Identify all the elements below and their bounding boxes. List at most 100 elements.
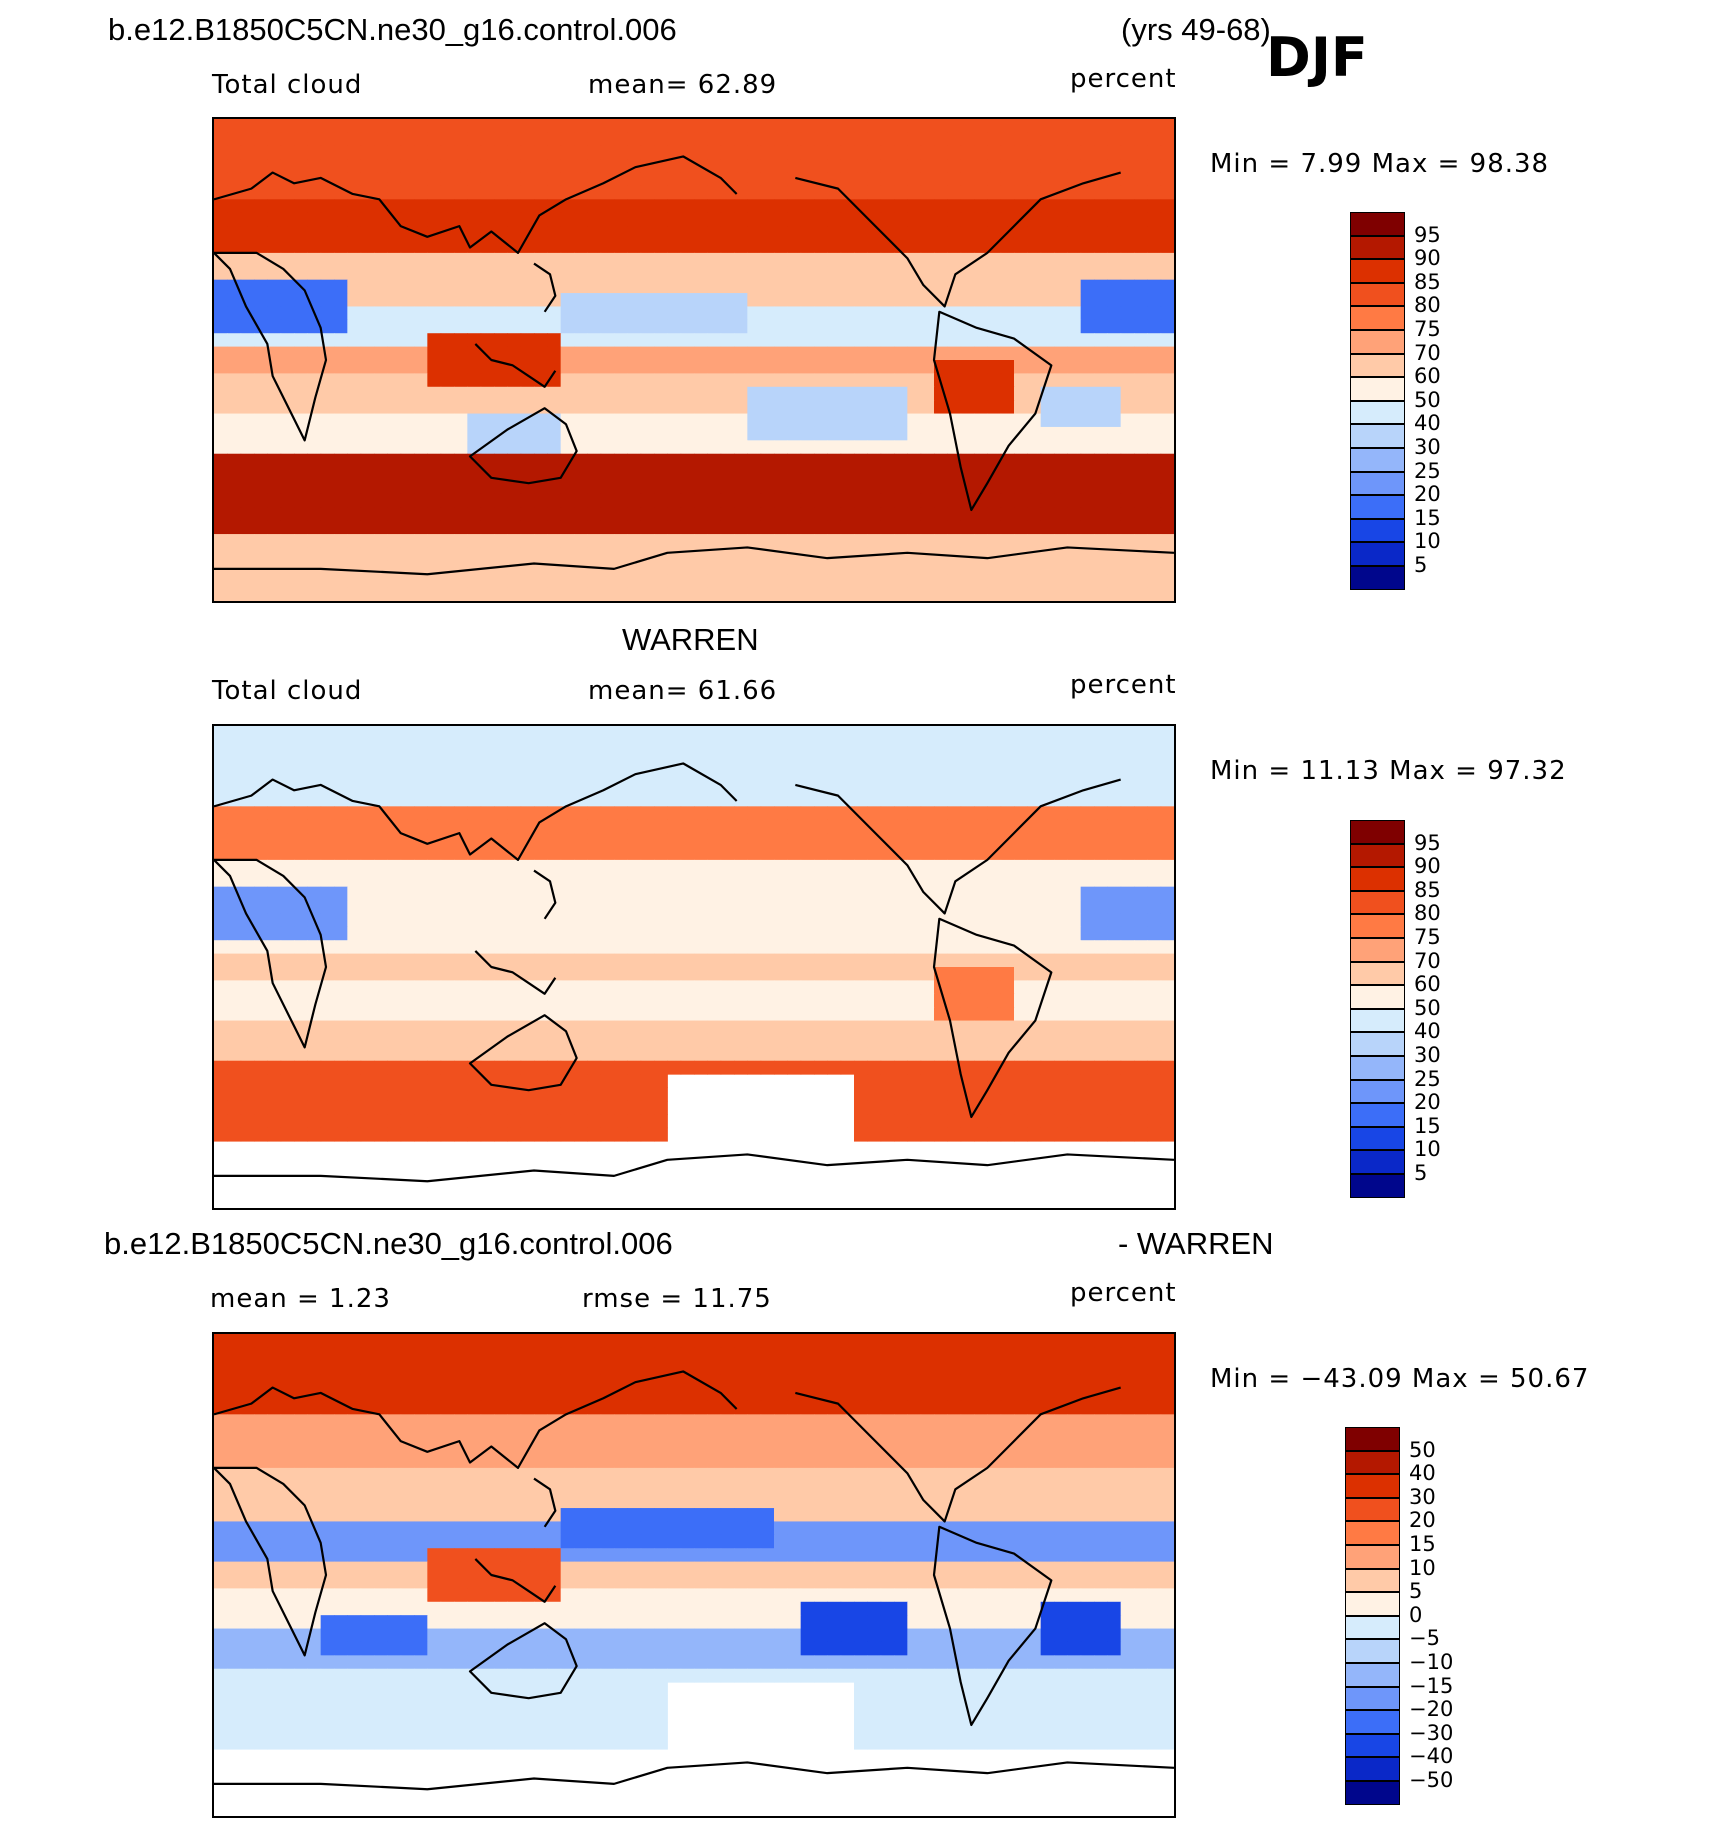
map0-cell [987,534,1002,548]
map1-cell [734,940,748,955]
map1-cell [707,1020,722,1035]
map0-cell [707,453,722,468]
map1-cell [467,913,482,928]
map1-cell [387,980,402,995]
map2-cell [1027,1334,1042,1348]
map0-cell [1054,119,1068,133]
map0-cell [214,547,228,562]
map0-cell [507,266,522,281]
map0-cell [627,333,642,348]
map0-cell [600,480,615,495]
map0-cell [507,252,522,267]
map0-cell [680,373,695,388]
map0-cell [627,440,642,455]
map0-cell [867,453,882,468]
map1-cell [560,1047,575,1062]
map1-cell [1160,806,1174,821]
map0-cell [1014,493,1028,508]
map1-cell [827,886,842,901]
map0-cell [1014,199,1028,214]
map0-cell [614,239,628,254]
map0-cell [294,453,308,468]
map0-cell [774,413,788,428]
map1-cell [454,873,468,888]
map0-cell [640,587,655,601]
map0-cell [360,279,375,294]
map1-cell [734,993,748,1008]
map1-cell [760,913,775,928]
map0-cell [774,239,788,254]
map0-cell [654,199,668,214]
map0-cell [360,453,375,468]
map0-cell [587,453,602,468]
map0-cell [347,239,362,254]
map1-cell [347,859,362,874]
map0-cell [454,400,468,415]
map0-cell [1134,212,1148,227]
map0-cell [1054,239,1068,254]
map0-cell [280,360,295,374]
map2-cell [334,1334,348,1348]
map0-cell [267,266,282,281]
map1-cell [614,766,628,781]
map1-cell [907,1060,922,1075]
map0-cell [600,132,615,147]
map0-cell [454,306,468,321]
map0-cell [934,199,948,214]
map0-cell [654,360,668,374]
map1-cell [280,967,295,981]
map1-cell [1040,900,1055,914]
map0-cell [387,360,402,374]
map0-cell [574,534,588,548]
map0-cell [720,119,735,133]
map0-cell [787,360,802,374]
map1-cell [307,967,322,981]
map2-cell [1134,1334,1148,1348]
map1-cell [1027,1087,1042,1102]
map1-cell [787,926,802,941]
map1-cell [347,993,362,1008]
map0-cell [574,507,588,522]
map0-cell [1014,560,1028,575]
map1-cell [574,886,588,901]
map1-cell [320,752,335,767]
map1-cell [414,993,428,1008]
map1-cell [307,1033,322,1048]
map0-cell [400,507,415,522]
map1-cell [680,993,695,1008]
map0-cell [614,413,628,428]
map2-cell [307,1334,322,1348]
map0-cell [1134,185,1148,200]
map0-cell [267,547,282,562]
map0-cell [454,534,468,548]
map0-cell [960,547,975,562]
map1-cell [680,900,695,914]
map0-cell [760,199,775,214]
map0-cell [520,145,535,160]
map1-cell [1067,886,1082,901]
map0-cell [560,587,575,601]
map1-cell [227,1033,242,1048]
map0-cell [787,199,802,214]
map0-cell [734,226,748,241]
map1-cell [1027,1060,1042,1075]
map0-cell [280,199,295,214]
map1-cell [547,1100,562,1115]
map0-cell [707,212,722,227]
map0-cell [920,145,935,160]
map0-cell [1120,386,1135,401]
map1-cell [1014,873,1028,888]
map1-cell [840,1007,855,1022]
map1-cell [680,886,695,901]
map1-cell [520,779,535,794]
map0-cell [254,145,268,160]
map1-cell [440,792,455,807]
map1-cell [827,967,842,981]
map1-cell [374,1047,388,1062]
map1-cell [1067,739,1082,754]
map0-cell [480,413,495,428]
map0-cell [787,159,802,174]
map1-cell [827,766,842,781]
map1-cell [1054,1020,1068,1035]
map0-cell [480,185,495,200]
